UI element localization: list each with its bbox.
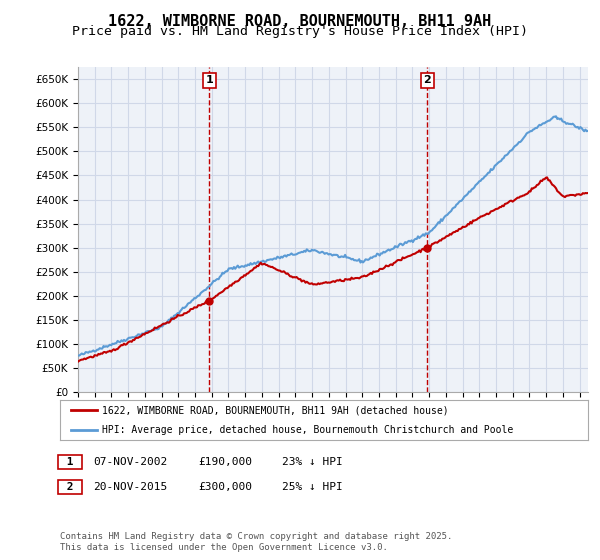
Text: 2: 2 (424, 76, 431, 85)
Text: 1: 1 (206, 76, 214, 85)
Text: £300,000: £300,000 (198, 482, 252, 492)
Text: 1: 1 (60, 457, 80, 467)
Text: Price paid vs. HM Land Registry's House Price Index (HPI): Price paid vs. HM Land Registry's House … (72, 25, 528, 38)
Text: 25% ↓ HPI: 25% ↓ HPI (282, 482, 343, 492)
Text: 20-NOV-2015: 20-NOV-2015 (93, 482, 167, 492)
Text: HPI: Average price, detached house, Bournemouth Christchurch and Poole: HPI: Average price, detached house, Bour… (102, 425, 514, 435)
Text: 1622, WIMBORNE ROAD, BOURNEMOUTH, BH11 9AH: 1622, WIMBORNE ROAD, BOURNEMOUTH, BH11 9… (109, 14, 491, 29)
Text: £190,000: £190,000 (198, 457, 252, 467)
Text: 2: 2 (60, 482, 80, 492)
Text: 1622, WIMBORNE ROAD, BOURNEMOUTH, BH11 9AH (detached house): 1622, WIMBORNE ROAD, BOURNEMOUTH, BH11 9… (102, 405, 449, 415)
Text: Contains HM Land Registry data © Crown copyright and database right 2025.
This d: Contains HM Land Registry data © Crown c… (60, 532, 452, 552)
Text: 07-NOV-2002: 07-NOV-2002 (93, 457, 167, 467)
Text: 23% ↓ HPI: 23% ↓ HPI (282, 457, 343, 467)
